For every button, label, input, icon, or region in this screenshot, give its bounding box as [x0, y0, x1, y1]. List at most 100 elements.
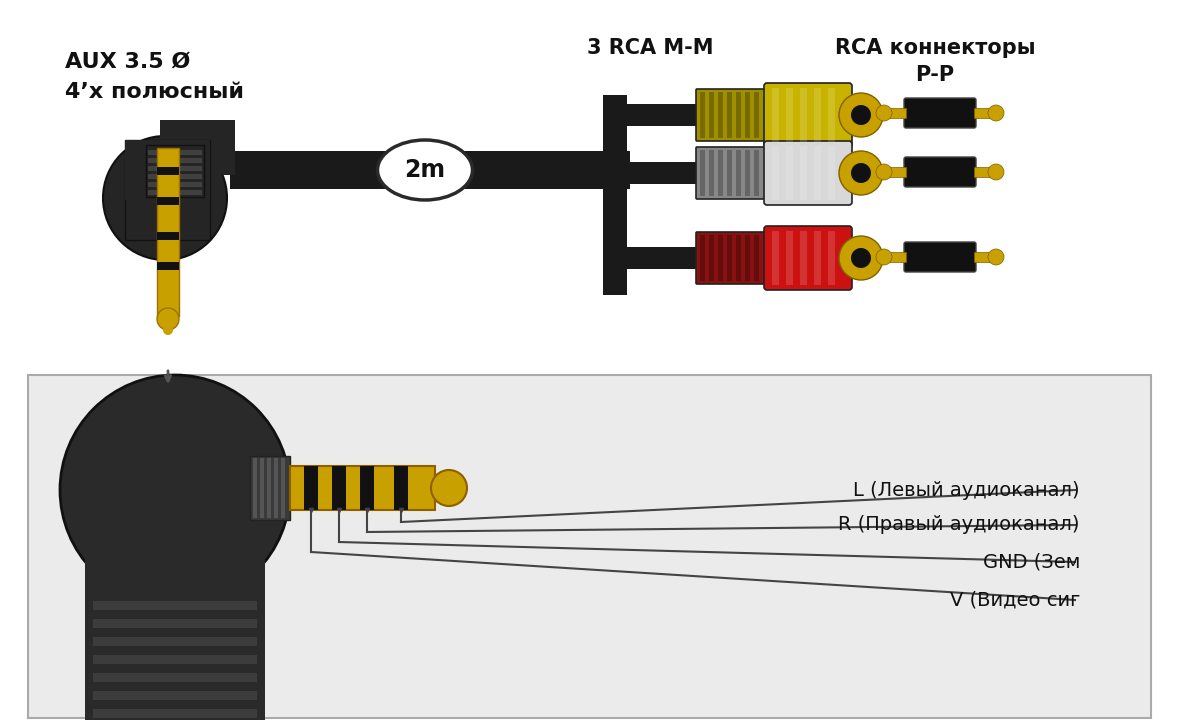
Bar: [736, 235, 740, 281]
Bar: [755, 92, 759, 138]
Bar: [745, 92, 750, 138]
Bar: [157, 197, 179, 205]
Bar: [745, 235, 750, 281]
Bar: [93, 655, 257, 664]
Bar: [755, 150, 759, 196]
Bar: [274, 458, 278, 518]
Bar: [281, 458, 285, 518]
Bar: [125, 140, 210, 200]
Bar: [772, 231, 779, 285]
Bar: [718, 92, 723, 138]
Circle shape: [157, 308, 179, 330]
Bar: [93, 673, 257, 682]
Text: R (Правый аудиоканал): R (Правый аудиоканал): [838, 516, 1080, 534]
Bar: [801, 146, 806, 200]
Bar: [709, 235, 714, 281]
Bar: [828, 146, 835, 200]
Bar: [149, 166, 202, 171]
Bar: [149, 190, 202, 195]
Circle shape: [876, 249, 893, 265]
Bar: [786, 231, 793, 285]
Bar: [974, 108, 996, 118]
Bar: [125, 140, 210, 240]
Text: 4’x полюсный: 4’x полюсный: [65, 82, 244, 102]
Circle shape: [432, 470, 467, 506]
Circle shape: [851, 248, 871, 268]
Circle shape: [876, 105, 893, 121]
Bar: [709, 150, 714, 196]
FancyBboxPatch shape: [764, 141, 852, 205]
Bar: [627, 104, 697, 126]
Bar: [718, 150, 723, 196]
Text: L (Левый аудиоканал): L (Левый аудиоканал): [854, 480, 1080, 500]
Bar: [828, 88, 835, 142]
Bar: [605, 151, 630, 189]
Bar: [801, 88, 806, 142]
Bar: [0, 0, 1179, 370]
Bar: [772, 146, 779, 200]
Bar: [736, 150, 740, 196]
Bar: [157, 232, 179, 240]
Circle shape: [988, 105, 1005, 121]
Bar: [745, 150, 750, 196]
Bar: [146, 145, 204, 197]
Bar: [304, 466, 318, 510]
Bar: [360, 466, 374, 510]
Bar: [727, 150, 732, 196]
Bar: [814, 231, 821, 285]
Circle shape: [851, 105, 871, 125]
Circle shape: [988, 164, 1005, 180]
Bar: [814, 88, 821, 142]
Bar: [149, 150, 202, 155]
FancyBboxPatch shape: [764, 83, 852, 147]
Bar: [149, 174, 202, 179]
Bar: [394, 466, 408, 510]
FancyBboxPatch shape: [696, 89, 768, 141]
FancyBboxPatch shape: [696, 147, 768, 199]
Text: 3 RCA M-M: 3 RCA M-M: [587, 38, 713, 58]
Bar: [157, 167, 179, 175]
Bar: [884, 167, 905, 177]
Bar: [149, 182, 202, 187]
Text: RCA коннекторы: RCA коннекторы: [835, 38, 1035, 58]
Bar: [801, 231, 806, 285]
Circle shape: [103, 136, 228, 260]
Circle shape: [988, 249, 1005, 265]
Bar: [230, 151, 615, 189]
Text: AUX 3.5 Ø: AUX 3.5 Ø: [65, 52, 190, 72]
Bar: [602, 95, 627, 295]
Bar: [736, 92, 740, 138]
Bar: [974, 252, 996, 262]
Circle shape: [163, 325, 173, 335]
Bar: [627, 162, 697, 184]
Bar: [93, 691, 257, 700]
Bar: [828, 231, 835, 285]
FancyBboxPatch shape: [764, 226, 852, 290]
Text: V (Видео сиг: V (Видео сиг: [949, 590, 1080, 609]
Bar: [85, 520, 265, 720]
Circle shape: [851, 163, 871, 183]
FancyBboxPatch shape: [904, 98, 976, 128]
FancyBboxPatch shape: [904, 242, 976, 272]
Circle shape: [839, 93, 883, 137]
Bar: [700, 150, 705, 196]
Bar: [700, 235, 705, 281]
Bar: [149, 158, 202, 163]
Bar: [160, 120, 235, 175]
Bar: [786, 146, 793, 200]
Bar: [755, 235, 759, 281]
Bar: [93, 709, 257, 718]
Bar: [157, 148, 179, 316]
Bar: [772, 88, 779, 142]
Bar: [884, 108, 905, 118]
FancyBboxPatch shape: [28, 375, 1151, 718]
Bar: [253, 458, 257, 518]
Circle shape: [839, 151, 883, 195]
Bar: [627, 247, 697, 269]
Bar: [727, 235, 732, 281]
Bar: [250, 456, 290, 520]
Bar: [814, 146, 821, 200]
Bar: [93, 619, 257, 628]
Circle shape: [60, 375, 290, 605]
FancyBboxPatch shape: [696, 232, 768, 284]
